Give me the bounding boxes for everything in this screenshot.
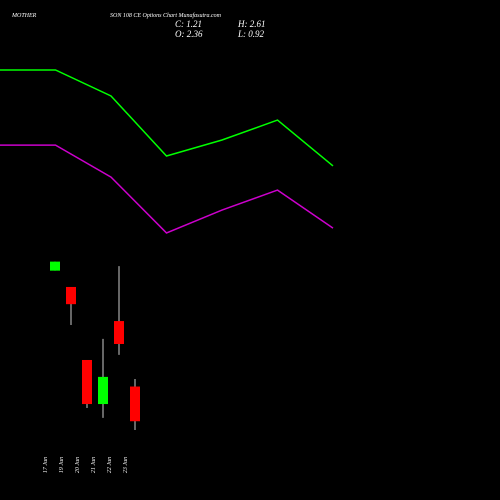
candle-body xyxy=(50,261,60,271)
candle-body xyxy=(114,321,124,344)
candle-body xyxy=(130,386,140,422)
x-tick-label: 22 Jun xyxy=(107,457,113,473)
info-open: O: 2.36 xyxy=(175,29,203,39)
chart-title: SON 108 CE Options Chart Munafasutra.com xyxy=(110,12,222,19)
indicator-line xyxy=(0,69,334,167)
x-tick-label: 21 Jun xyxy=(91,457,97,473)
x-tick-label: 17 Jun xyxy=(43,457,49,473)
x-tick-label: 20 Jun xyxy=(75,457,81,473)
candle-body xyxy=(98,376,108,405)
x-tick-label: 23 Jun xyxy=(123,457,129,473)
info-high: H: 2.61 xyxy=(237,19,266,29)
info-close: C: 1.21 xyxy=(175,19,202,29)
chart-title: MOTHER xyxy=(11,13,37,19)
candle-body xyxy=(82,359,92,405)
x-tick-label: 19 Jun xyxy=(59,457,65,473)
candle-body xyxy=(66,286,76,305)
info-low: L: 0.92 xyxy=(237,29,265,39)
indicator-line xyxy=(0,144,334,234)
